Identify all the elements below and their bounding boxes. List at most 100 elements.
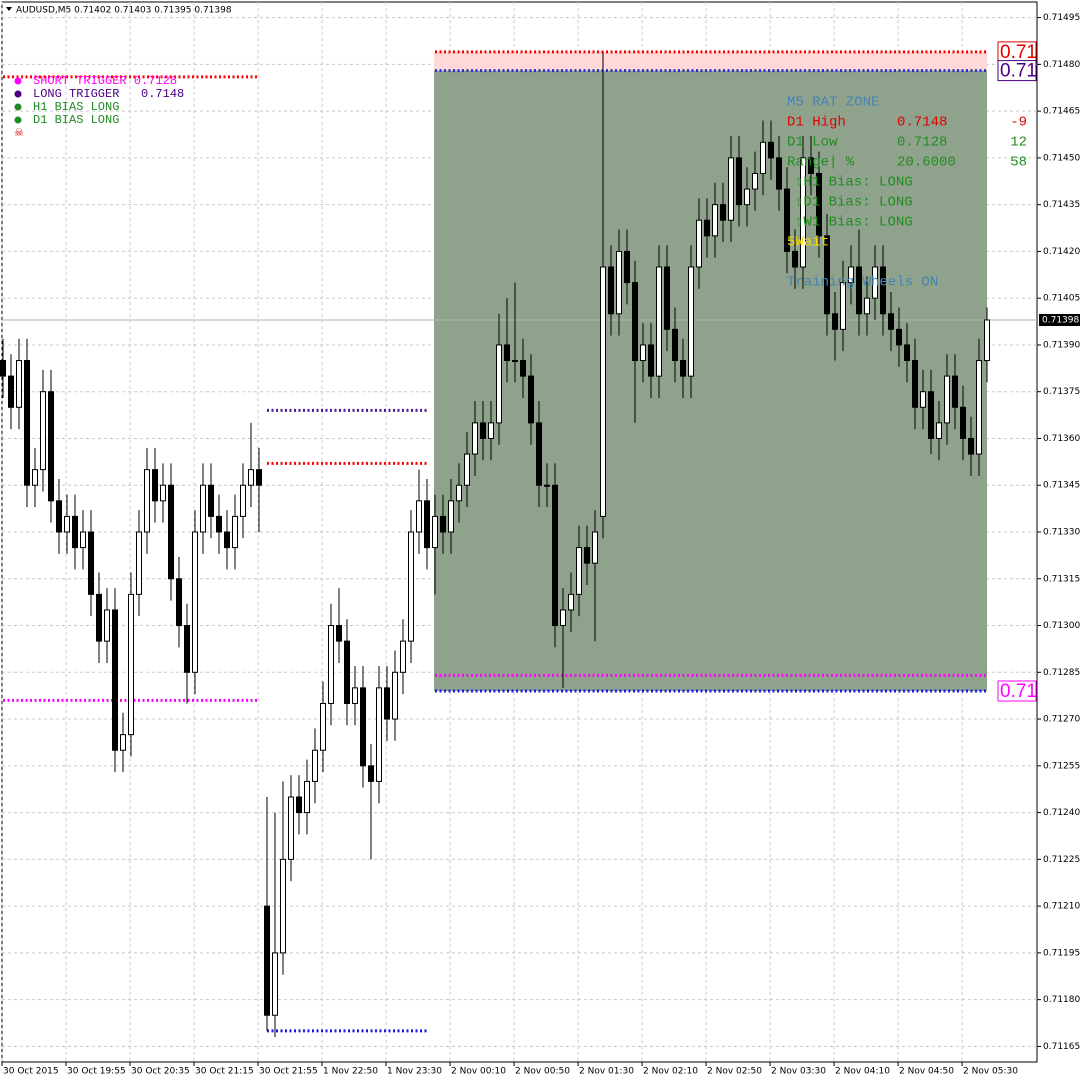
panel-text: -9: [1010, 115, 1027, 131]
candle-body: [888, 313, 894, 330]
zone-band: [434, 51, 987, 71]
x-tick-label: 2 Nov 04:50: [899, 1067, 954, 1077]
x-tick-label: 2 Nov 04:10: [835, 1067, 890, 1077]
panel-text: 58: [1010, 155, 1027, 171]
y-tick-label: 0.71495: [1043, 13, 1080, 23]
candle-body: [768, 141, 774, 159]
candle-body: [832, 313, 838, 330]
candle-body: [392, 671, 398, 720]
candle-body: [960, 406, 966, 439]
panel-text: D1 High: [787, 115, 846, 131]
x-tick-label: 30 Oct 21:55: [259, 1067, 318, 1077]
menu-arrow: [6, 7, 12, 11]
candle-body: [376, 687, 382, 782]
legend-bullet: [14, 116, 22, 124]
candle-body: [0, 360, 6, 377]
candle-body: [128, 593, 134, 736]
candle-body: [40, 391, 46, 471]
candle-body: [704, 219, 710, 237]
candle-body: [600, 266, 606, 517]
candle-body: [696, 219, 702, 268]
candle-body: [568, 593, 574, 611]
candle-body: [544, 484, 550, 487]
candle-body: [424, 500, 430, 549]
legend-text: LONG TRIGGER 0.7148: [33, 87, 184, 101]
candle-body: [512, 360, 518, 363]
x-tick-label: 1 Nov 22:50: [323, 1067, 378, 1077]
candle-body: [440, 515, 446, 533]
candle-body: [728, 157, 734, 221]
panel-text: ⇧W1 Bias: LONG: [795, 215, 913, 231]
candle-body: [32, 469, 38, 486]
candle-body: [408, 531, 414, 642]
candle-body: [104, 609, 110, 642]
price-label-box: [997, 680, 1037, 702]
candle-body: [208, 484, 214, 517]
candle-body: [448, 500, 454, 533]
candle-body: [288, 796, 294, 860]
candle-body: [80, 531, 86, 549]
candle-body: [336, 625, 342, 642]
candle-body: [88, 531, 94, 595]
candle-body: [848, 266, 854, 284]
legend-text: D1 BIAS LONG: [33, 113, 119, 127]
candle-body: [616, 250, 622, 315]
legend-bullet: [14, 103, 22, 111]
candle-body: [608, 266, 614, 315]
candle-body: [360, 687, 366, 767]
candle-body: [560, 609, 566, 627]
candle-body: [664, 266, 670, 330]
candle-body: [216, 515, 222, 533]
current-price-label: 0.71398: [1042, 316, 1079, 326]
candle-body: [752, 172, 758, 190]
candle-body: [24, 360, 30, 486]
y-tick-label: 0.71165: [1043, 1042, 1080, 1052]
candle-body: [584, 547, 590, 564]
candle-body: [152, 469, 158, 502]
candle-body: [224, 531, 230, 549]
candle-body: [648, 344, 654, 377]
y-tick-label: 0.71465: [1043, 107, 1080, 117]
y-tick-label: 0.71225: [1043, 855, 1080, 865]
y-tick-label: 0.71360: [1043, 434, 1080, 444]
y-tick-label: 0.71285: [1043, 668, 1080, 678]
x-tick-label: 30 Oct 20:35: [131, 1067, 190, 1077]
candle-body: [864, 297, 870, 315]
price-label: 0.71: [1000, 681, 1037, 702]
candle-body: [896, 328, 902, 346]
price-label-box: [997, 60, 1037, 82]
x-tick-label: 2 Nov 05:30: [963, 1067, 1018, 1077]
x-tick-label: 2 Nov 03:30: [771, 1067, 826, 1077]
candle-body: [168, 484, 174, 580]
candle-body: [304, 780, 310, 814]
candle-body: [240, 484, 246, 517]
panel-text: ⇧D1 Bias: LONG: [795, 195, 913, 211]
candle-body: [8, 375, 14, 408]
candle-body: [56, 500, 62, 533]
panel-text: 0.7128: [897, 135, 947, 151]
candle-body: [400, 640, 406, 673]
legend-icon: ☠: [14, 127, 24, 139]
x-tick-label: 30 Oct 19:55: [67, 1067, 126, 1077]
candle-body: [632, 282, 638, 362]
candle-body: [184, 625, 190, 673]
candle-body: [120, 734, 126, 751]
legend-text: H1 BIAS LONG: [33, 100, 119, 114]
panel-text: Range| %: [787, 155, 855, 171]
candle-body: [776, 157, 782, 190]
candle-body: [792, 250, 798, 268]
price-label: 0.71: [1000, 61, 1037, 82]
candle-body: [592, 531, 598, 564]
candle-body: [816, 172, 822, 237]
y-tick-label: 0.71435: [1043, 200, 1080, 210]
candle-body: [912, 360, 918, 408]
candle-body: [488, 422, 494, 439]
candle-body: [472, 422, 478, 455]
y-tick-label: 0.71345: [1043, 481, 1080, 491]
candle-body: [680, 360, 686, 377]
y-tick-label: 0.71420: [1043, 247, 1080, 257]
candle-body: [64, 515, 70, 533]
candle-body: [712, 204, 718, 237]
candle-body: [856, 266, 862, 315]
